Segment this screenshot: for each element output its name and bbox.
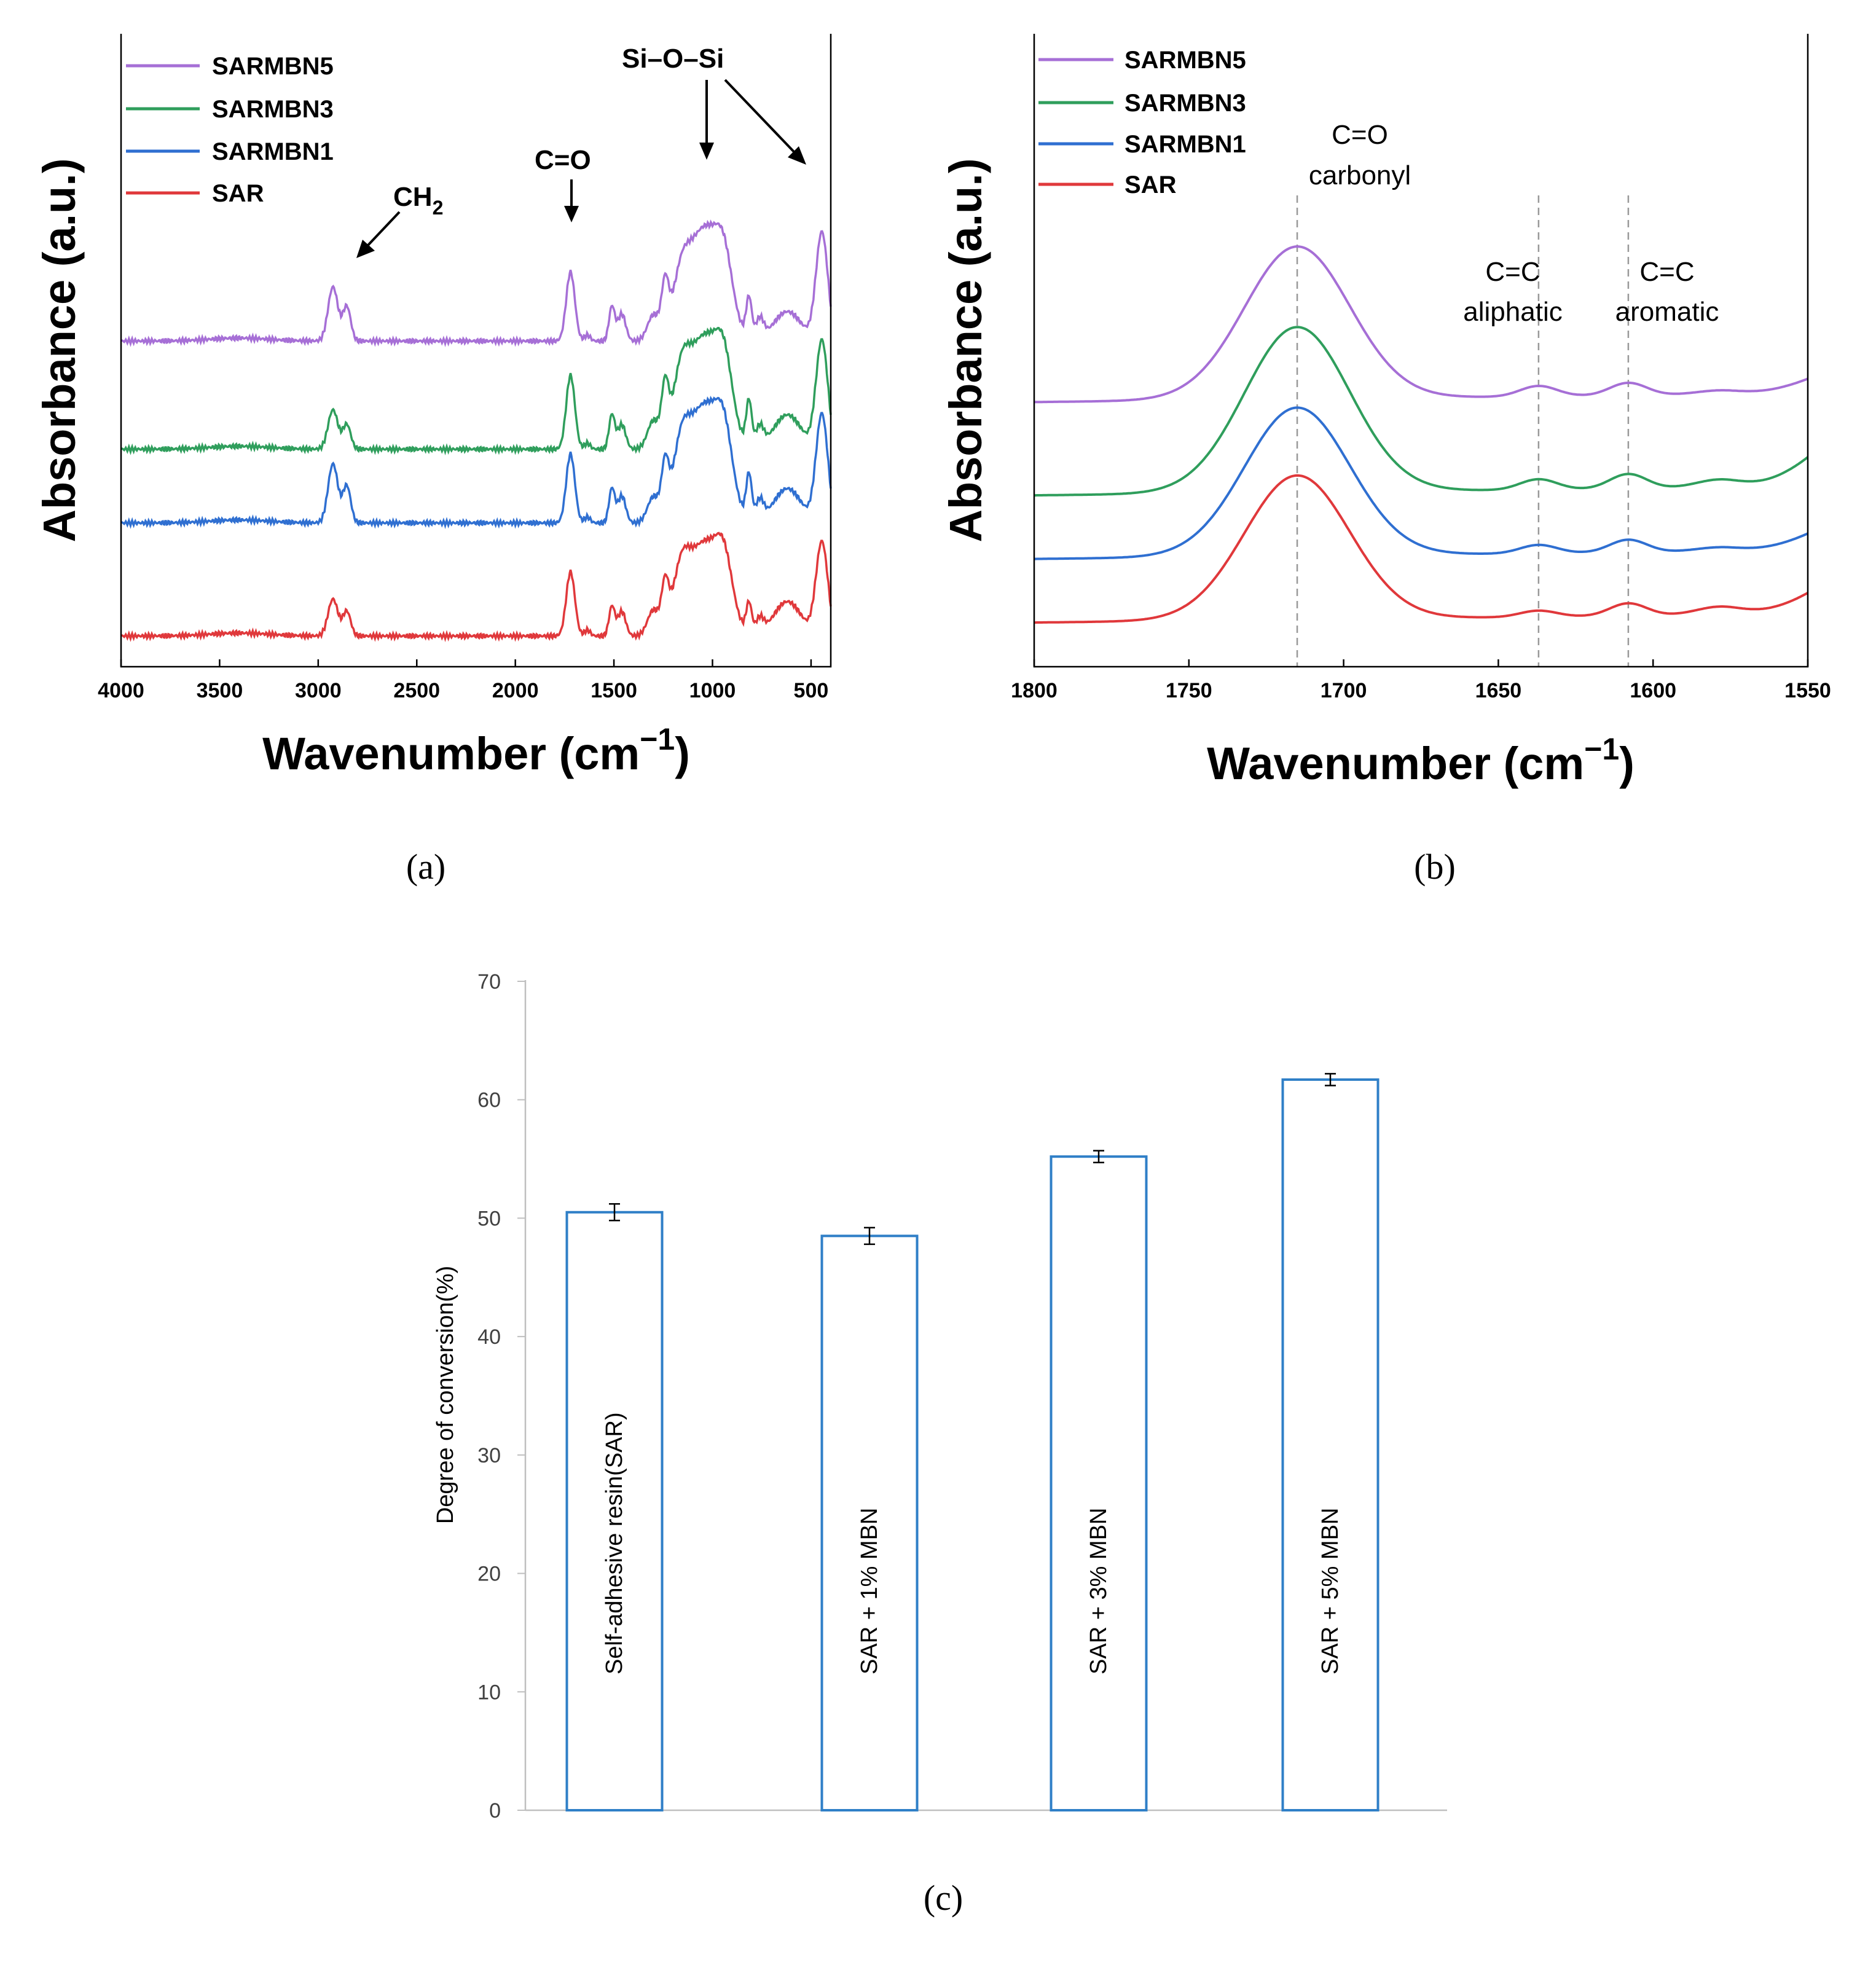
annotation-co-line1: C=O: [1332, 120, 1388, 150]
spectrum-line-sar: [120, 532, 832, 642]
x-tick-label: 1800: [1011, 679, 1058, 702]
spectrum-line-sarmbn5: [1034, 245, 1808, 404]
legend-label-sar: SAR: [212, 180, 264, 207]
x-tick-label: 1600: [1630, 679, 1676, 702]
panel-b-label: (b): [1414, 847, 1456, 887]
panel-b-legend: SARMBN5 SARMBN3 SARMBN1 SAR: [1038, 47, 1246, 198]
panel-c-y-ticks: 0 10 20 30 40 50 60 70: [477, 970, 525, 1823]
panel-a-chart: 4000 3500 3000 2500 2000 1500 1000 500 SARMBN5 …: [34, 34, 832, 887]
annotation-aromatic-line1: C=C: [1639, 257, 1694, 287]
legend-label-sarmbn1: SARMBN1: [1124, 131, 1246, 158]
panel-a-axis-frame: [120, 34, 832, 668]
legend-label-sar: SAR: [1124, 171, 1177, 198]
legend-label-sarmbn3: SARMBN3: [212, 96, 334, 123]
annotation-siosi: Si–O–Si: [622, 44, 724, 74]
category-label: SAR + 3% MBN: [1086, 1508, 1112, 1674]
panel-b-x-label: Wavenumber (cm−1): [1207, 732, 1635, 789]
panel-a-x-ticks: 4000 3500 3000 2500 2000 1500 1000 500: [98, 659, 828, 702]
y-tick-label: 60: [477, 1089, 501, 1112]
annotation-aliphatic-line2: aliphatic: [1463, 297, 1562, 327]
panel-a-series-group: [120, 219, 832, 642]
panel-a-x-label: Wavenumber (cm−1): [262, 722, 690, 779]
y-tick-label: 0: [489, 1799, 501, 1823]
bar: [565, 1211, 664, 1811]
spectrum-line-sarmbn1: [120, 396, 832, 529]
annotation-co-line2: carbonyl: [1309, 160, 1411, 190]
panel-b-guide-lines: [1296, 195, 1630, 667]
bar: [1050, 1155, 1148, 1811]
panel-a-annotations: CH2 C=O Si–O–Si: [356, 44, 806, 258]
bar: [1281, 1078, 1380, 1811]
panel-c-y-label: Degree of conversion(%): [433, 1266, 458, 1524]
arrowhead-co: [564, 206, 579, 222]
y-tick-label: 20: [477, 1563, 501, 1586]
annotation-aromatic-line2: aromatic: [1615, 297, 1719, 327]
spectrum-line-sar: [1034, 474, 1808, 624]
y-tick-label: 40: [477, 1325, 501, 1349]
annotation-ch2: CH2: [393, 182, 443, 219]
arrow-ch2: [366, 211, 401, 247]
y-tick-label: 70: [477, 970, 501, 994]
panel-b-annotations: C=O carbonyl C=C aliphatic C=C aromatic: [1309, 120, 1719, 327]
legend-label-sarmbn1: SARMBN1: [212, 138, 334, 165]
x-tick-label: 3500: [197, 679, 243, 702]
category-label: Self-adhesive resin(SAR): [602, 1412, 627, 1674]
panel-b-y-label: Absorbance (a.u.): [940, 159, 991, 543]
x-tick-label: 1000: [689, 679, 736, 702]
spectrum-line-sarmbn3: [120, 326, 832, 455]
arrowhead-siosi-left: [699, 143, 714, 160]
panel-b-chart: 1800 1750 1700 1650 1600 1550 SARMBN5 SARMBN3…: [940, 34, 1831, 887]
x-tick-label: 3000: [295, 679, 342, 702]
x-tick-label: 1500: [591, 679, 637, 702]
x-tick-label: 1700: [1321, 679, 1367, 702]
arrowhead-ch2: [356, 240, 375, 258]
panel-b-axis-frame: [1033, 34, 1809, 668]
spectrum-line-sarmbn1: [1034, 406, 1808, 560]
legend-label-sarmbn5: SARMBN5: [1124, 47, 1246, 74]
annotation-co: C=O: [535, 145, 591, 175]
x-tick-label: 1550: [1784, 679, 1831, 702]
category-label: SAR + 1% MBN: [857, 1508, 882, 1674]
x-tick-label: 4000: [98, 679, 144, 702]
x-tick-label: 2000: [492, 679, 539, 702]
spectrum-line-sarmbn3: [1034, 326, 1809, 497]
panel-b-x-ticks: 1800 1750 1700 1650 1600 1550: [1011, 659, 1831, 702]
panel-c-bars: Self-adhesive resin(SAR) SAR + 1% MBN SAR …: [565, 1073, 1380, 1811]
arrowhead-siosi-right: [788, 146, 806, 165]
panel-b-series-group: [1034, 245, 1809, 624]
x-tick-label: 500: [794, 679, 829, 702]
y-tick-label: 30: [477, 1444, 501, 1467]
legend-label-sarmbn3: SARMBN3: [1124, 90, 1246, 117]
annotation-aliphatic-line1: C=C: [1485, 257, 1540, 287]
spectrum-line-sarmbn5: [120, 219, 832, 347]
legend-label-sarmbn5: SARMBN5: [212, 53, 334, 80]
y-tick-label: 10: [477, 1681, 501, 1704]
y-tick-label: 50: [477, 1207, 501, 1230]
arrow-siosi-right: [724, 79, 795, 153]
x-tick-label: 1650: [1475, 679, 1522, 702]
x-tick-label: 2500: [393, 679, 440, 702]
panel-c-label: (c): [924, 1878, 963, 1918]
x-tick-label: 1750: [1166, 679, 1212, 702]
panel-a-y-label: Absorbance (a.u.): [34, 159, 85, 543]
panel-a-label: (a): [406, 847, 445, 887]
panel-a-legend: SARMBN5 SARMBN3 SARMBN1 SAR: [126, 53, 334, 207]
panel-c-chart: 0 10 20 30 40 50 60 70 Self-adhesive resin(SAR)…: [433, 970, 1447, 1918]
category-label: SAR + 5% MBN: [1317, 1508, 1343, 1674]
